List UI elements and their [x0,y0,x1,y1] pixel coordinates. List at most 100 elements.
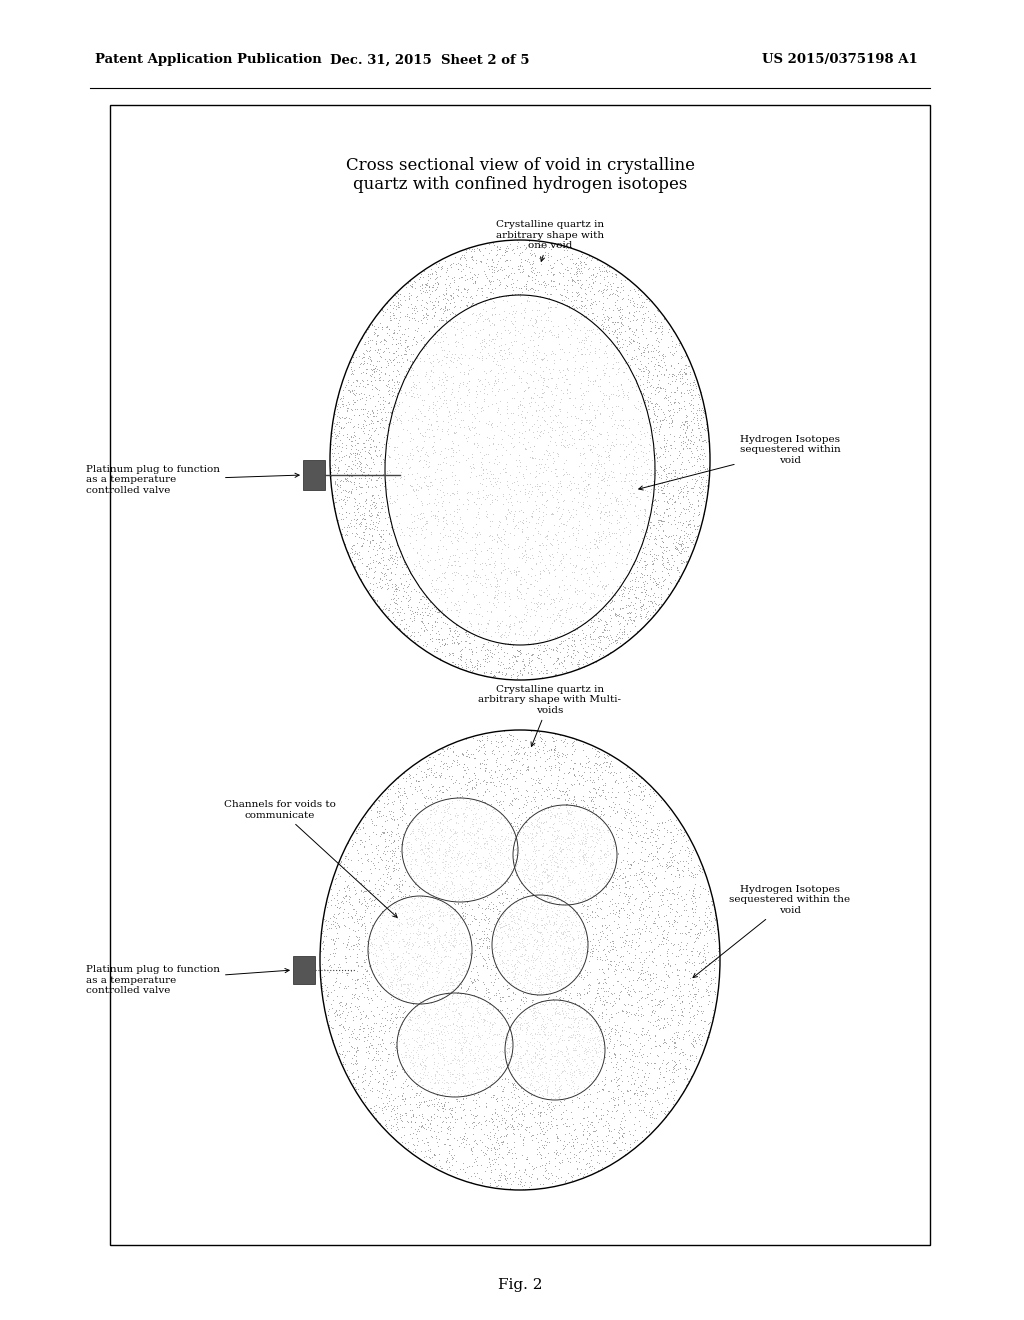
Point [408,995,424,1016]
Point [635,360,651,381]
Point [618,426,635,447]
Point [666,1056,682,1077]
Point [438,396,455,417]
Point [366,964,382,985]
Point [494,1131,510,1152]
Point [366,928,382,949]
Point [391,512,408,533]
Point [575,1085,592,1106]
Point [535,1173,551,1195]
Point [439,880,456,902]
Point [443,1148,460,1170]
Point [550,491,566,512]
Point [534,1006,550,1027]
Point [420,912,436,933]
Point [478,612,495,634]
Point [450,1008,466,1030]
Point [668,368,684,389]
Point [633,969,649,990]
Point [645,939,662,960]
Point [577,849,593,870]
Point [446,323,463,345]
Point [425,888,441,909]
Point [636,504,652,525]
Point [327,491,343,512]
Point [497,990,513,1011]
Point [535,348,551,370]
Point [490,807,507,828]
Point [553,475,569,496]
Point [432,925,449,946]
Point [668,531,684,552]
Point [577,486,593,507]
Point [443,465,460,486]
Point [585,272,601,293]
Point [461,830,477,851]
Point [441,906,458,927]
Point [677,923,693,944]
Point [613,583,630,605]
Point [375,546,391,568]
Point [668,536,684,557]
Point [451,602,467,623]
Point [394,351,411,372]
Point [647,927,664,948]
Point [685,408,701,429]
Point [660,488,677,510]
Point [441,618,458,639]
Point [569,1016,586,1038]
Point [530,882,547,903]
Point [600,644,616,665]
Point [482,874,499,895]
Point [529,280,546,301]
Point [696,948,713,969]
Point [511,445,527,466]
Point [510,788,526,809]
Point [422,284,438,305]
Point [479,1125,496,1146]
Point [584,796,600,817]
Point [676,499,692,520]
Point [588,1038,604,1059]
Point [618,1139,635,1160]
Point [640,364,656,385]
Point [366,420,382,441]
Point [664,913,680,935]
Point [497,367,513,388]
Point [540,470,556,491]
Point [538,1036,554,1057]
Point [427,1003,443,1024]
Point [632,900,648,921]
Point [539,968,555,989]
Point [489,583,506,605]
Point [436,945,453,966]
Point [683,446,699,467]
Point [561,954,578,975]
Point [642,511,658,532]
Point [407,829,423,850]
Point [643,941,659,962]
Point [420,982,436,1003]
Point [496,1164,512,1185]
Point [521,253,538,275]
Point [387,1036,403,1057]
Point [429,941,445,962]
Point [624,932,640,953]
Point [406,374,422,395]
Point [454,875,470,896]
Point [543,1163,559,1184]
Point [422,1089,438,1110]
Point [664,558,680,579]
Point [544,804,560,825]
Point [377,409,393,430]
Point [452,783,468,804]
Point [600,1118,616,1139]
Point [582,395,598,416]
Point [445,878,462,899]
Point [554,321,570,342]
Point [673,1005,689,1026]
Point [545,546,561,568]
Point [504,374,520,395]
Point [593,610,609,631]
Point [386,322,402,343]
